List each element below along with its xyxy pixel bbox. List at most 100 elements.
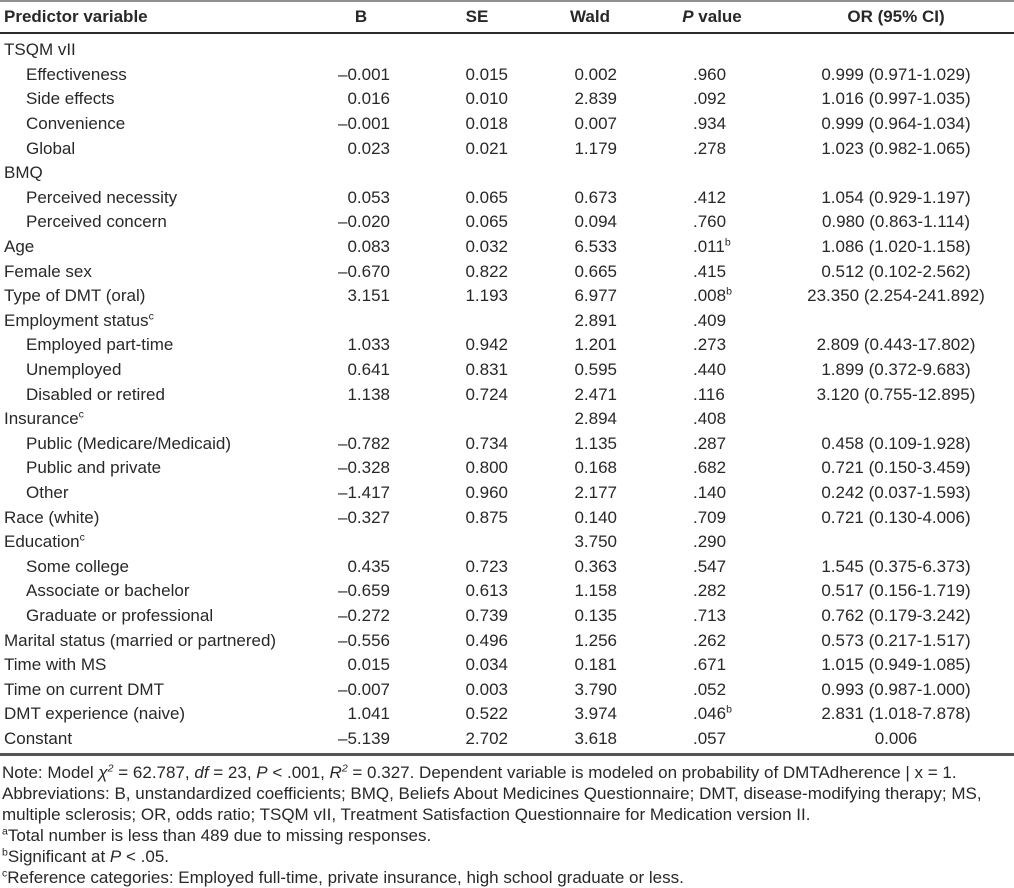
cell-b: 1.138 (347, 384, 390, 404)
cell-wald: 0.140 (574, 507, 617, 527)
cell-b: –0.007 (338, 679, 390, 699)
predictor-label: Unemployed (26, 360, 122, 380)
table-notes: Note: Model χ2 = 62.787, df = 23, P < .0… (0, 762, 1014, 888)
cell-or: 0.721 (0.150-3.459) (821, 458, 971, 478)
cell-or: 2.809 (0.443-17.802) (816, 335, 976, 355)
predictor-label: Female sex (4, 261, 92, 281)
predictor-label: Some college (26, 556, 130, 576)
predictor-label: Time with MS (4, 655, 107, 675)
cell-p: .092 (693, 89, 727, 109)
predictor-label: Perceived concern (26, 212, 167, 232)
cell-se: 1.193 (465, 286, 508, 306)
predictor-label: Time on current DMT (4, 679, 164, 699)
table-row: Public (Medicare/Medicaid) –0.782 0.734 1.1… (0, 432, 1014, 457)
cell-p: .046b (693, 703, 732, 724)
cell-se: 0.021 (465, 138, 508, 158)
cell-p: .116 (693, 384, 725, 404)
cell-or: 1.545 (0.375-6.373) (821, 556, 971, 576)
cell-se: 0.034 (465, 655, 508, 675)
cell-wald: 0.002 (574, 64, 617, 84)
cell-p: .057 (693, 728, 727, 748)
column-header-pvalue: P value (682, 7, 742, 26)
cell-or: 0.517 (0.156-1.719) (821, 581, 971, 601)
cell-b: 0.641 (347, 360, 390, 380)
predictor-label: TSQM vII (4, 40, 76, 60)
predictor-label: Insurancec (4, 408, 84, 429)
table-row: Educationc 3.750 .290 (0, 530, 1014, 555)
cell-b: –0.020 (338, 212, 390, 232)
cell-se: 0.734 (465, 433, 508, 453)
cell-wald: 6.977 (574, 286, 617, 306)
cell-p: .011b (693, 236, 731, 257)
note-line: aTotal number is less than 489 due to mi… (2, 825, 432, 846)
cell-se: 0.010 (465, 89, 508, 109)
table-row: DMT experience (naive) 1.041 0.522 3.974 .04… (0, 702, 1014, 727)
cell-se: 0.018 (465, 114, 508, 134)
cell-or: 1.086 (1.020-1.158) (821, 237, 971, 257)
cell-b: 0.015 (347, 655, 390, 675)
note-line: cReference categories: Employed full-tim… (2, 867, 684, 888)
cell-b: –0.327 (338, 507, 390, 527)
cell-p: .547 (693, 556, 727, 576)
table-row: Time on current DMT –0.007 0.003 3.790 .052 0… (0, 677, 1014, 702)
table-row: Employment statusc 2.891 .409 (0, 309, 1014, 334)
footnote-marker: b (726, 703, 732, 716)
cell-wald: 1.135 (574, 433, 617, 453)
cell-or: 0.721 (0.130-4.006) (821, 507, 971, 527)
cell-b: 1.033 (347, 335, 390, 355)
cell-b: 3.151 (347, 286, 390, 306)
footnote-marker: c (78, 408, 84, 421)
table-row: Global 0.023 0.021 1.179 .278 1.023 (0.982-1.… (0, 136, 1014, 161)
cell-b: –0.328 (338, 458, 390, 478)
cell-or: 2.831 (1.018-7.878) (821, 704, 971, 724)
cell-se: 0.723 (465, 556, 508, 576)
cell-wald: 0.007 (574, 114, 617, 134)
predictor-label: Constant (4, 728, 73, 748)
column-header-se: SE (465, 7, 489, 26)
cell-wald: 2.894 (574, 409, 617, 429)
cell-b: 0.435 (347, 556, 390, 576)
footnote-marker: c (148, 310, 154, 323)
table-row: Type of DMT (oral) 3.151 1.193 6.977 .008b 23… (0, 284, 1014, 309)
cell-p: .287 (693, 433, 727, 453)
cell-wald: 2.891 (574, 310, 617, 330)
table-row: Age 0.083 0.032 6.533 .011b 1.086 (1.020-1.15… (0, 235, 1014, 260)
table-row: Time with MS 0.015 0.034 0.181 .671 1.015 (0.… (0, 653, 1014, 678)
cell-or: 0.512 (0.102-2.562) (821, 261, 971, 281)
cell-b: 0.023 (347, 138, 390, 158)
predictor-label: Employment statusc (4, 310, 154, 330)
cell-or: 0.242 (0.037-1.593) (821, 482, 971, 502)
cell-wald: 3.618 (574, 728, 617, 748)
cell-se: 0.065 (465, 212, 508, 232)
table-row: Public and private –0.328 0.800 0.168 .682 0.… (0, 456, 1014, 481)
cell-p: .709 (693, 507, 727, 527)
cell-or: 23.350 (2.254-241.892) (807, 286, 985, 306)
table-group-row: TSQM vII (0, 38, 1014, 63)
cell-b: –0.001 (338, 114, 390, 134)
cell-b: –0.782 (338, 433, 390, 453)
table-row: Associate or bachelor –0.659 0.613 1.158 .28… (0, 579, 1014, 604)
predictor-label: Graduate or professional (26, 605, 214, 625)
predictor-label: Public and private (26, 458, 162, 478)
cell-wald: 2.177 (574, 482, 617, 502)
cell-or: 0.980 (0.863-1.114) (821, 212, 971, 232)
cell-se: 0.739 (465, 605, 508, 625)
cell-b: –0.272 (338, 605, 390, 625)
cell-se: 0.942 (465, 335, 508, 355)
cell-b: –0.556 (338, 630, 390, 650)
cell-or: 0.573 (0.217-1.517) (821, 630, 971, 650)
cell-or: 0.006 (874, 728, 918, 748)
table-row: Side effects 0.016 0.010 2.839 .092 1.016 (0.… (0, 87, 1014, 112)
cell-wald: 1.179 (574, 138, 617, 158)
cell-se: 0.822 (465, 261, 508, 281)
predictor-label: DMT experience (naive) (4, 704, 186, 724)
cell-or: 1.016 (0.997-1.035) (821, 89, 971, 109)
cell-se: 0.522 (465, 704, 508, 724)
cell-p: .934 (693, 114, 727, 134)
cell-or: 0.993 (0.987-1.000) (821, 679, 971, 699)
cell-se: 0.831 (465, 360, 508, 380)
cell-or: 1.054 (0.929-1.197) (821, 187, 971, 207)
note-line: bSignificant at P < .05. (2, 846, 169, 867)
cell-p: .408 (693, 409, 727, 429)
